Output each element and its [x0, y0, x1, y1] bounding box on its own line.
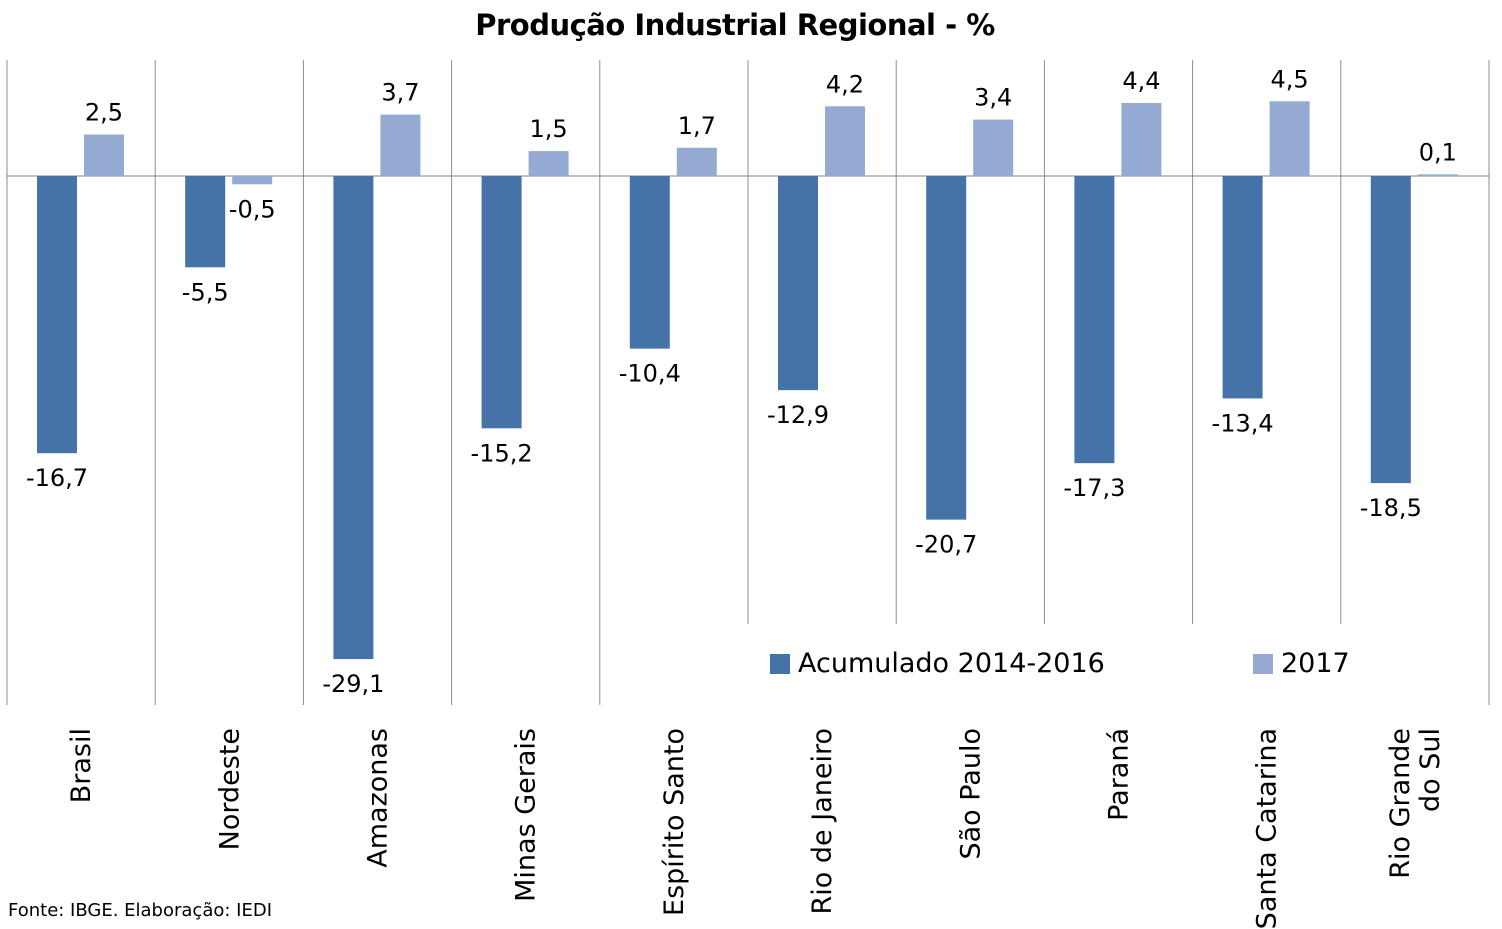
- bar-2017-7: [1121, 102, 1162, 176]
- bar-acumulado-6: [926, 176, 967, 520]
- data-label-acumulado-3: -15,2: [471, 439, 533, 467]
- bar-acumulado-7: [1074, 176, 1115, 464]
- category-label-line: Rio de Janeiro: [807, 728, 838, 914]
- category-label-8: Santa Catarina: [1252, 728, 1283, 929]
- data-label-acumulado-4: -10,4: [619, 360, 681, 388]
- data-label-2017-1: -0,5: [229, 195, 276, 223]
- bar-2017-2: [380, 114, 421, 176]
- legend-swatch-series-1: [770, 653, 790, 674]
- bar-acumulado-1: [185, 176, 226, 268]
- category-label-9: Rio Grande do Sul: [1385, 728, 1446, 879]
- bar-acumulado-0: [37, 176, 77, 454]
- legend-label-series-2: 2017: [1281, 648, 1350, 679]
- category-label-line: São Paulo: [955, 728, 986, 860]
- data-label-acumulado-9: -18,5: [1360, 494, 1422, 522]
- data-label-2017-8: 4,5: [1271, 65, 1309, 93]
- category-label-3: Minas Gerais: [511, 728, 542, 902]
- bar-acumulado-2: [333, 176, 374, 660]
- bar-acumulado-9: [1370, 176, 1411, 484]
- category-label-1: Nordeste: [214, 728, 245, 850]
- category-label-7: Paraná: [1104, 728, 1135, 821]
- category-label-line: do Sul: [1415, 728, 1446, 812]
- data-label-2017-4: 1,7: [678, 112, 716, 140]
- category-label-line: Brasil: [66, 728, 97, 803]
- bar-acumulado-5: [778, 176, 818, 391]
- category-label-4: Espírito Santo: [659, 728, 690, 916]
- category-label-5: Rio de Janeiro: [807, 728, 838, 914]
- bar-2017-0: [84, 134, 124, 176]
- data-label-2017-0: 2,5: [85, 99, 123, 127]
- data-label-2017-6: 3,4: [974, 84, 1012, 112]
- data-label-2017-9: 0,1: [1419, 138, 1457, 166]
- category-labels: Brasil Nordeste Amazonas Minas Gerais Espíri…: [66, 728, 1446, 929]
- category-label-2: Amazonas: [363, 728, 394, 868]
- data-label-2017-2: 3,7: [381, 79, 419, 107]
- data-label-2017-5: 4,2: [826, 70, 864, 98]
- bar-acumulado-3: [481, 176, 522, 429]
- category-label-line: Nordeste: [214, 728, 245, 850]
- category-separators: [6, 60, 1490, 705]
- value-labels: -16,7 -5,5 -29,1 -15,2 -10,4 -12,9 -20,7 -17,3 -…: [26, 65, 1457, 698]
- category-label-line: Paraná: [1104, 728, 1135, 821]
- bar-2017-1: [232, 176, 273, 185]
- source-note: Fonte: IBGE. Elaboração: IEDI: [8, 900, 273, 921]
- category-label-line: Espírito Santo: [659, 728, 690, 916]
- category-label-line: Rio Grande: [1385, 728, 1416, 879]
- data-label-2017-3: 1,5: [530, 115, 568, 143]
- chart-title: Produção Industrial Regional - %: [475, 8, 995, 42]
- bar-acumulado-8: [1222, 176, 1263, 399]
- data-label-acumulado-5: -12,9: [767, 401, 829, 429]
- bar-acumulado-4: [629, 176, 670, 349]
- data-label-acumulado-8: -13,4: [1212, 409, 1274, 437]
- bar-2017-5: [825, 106, 865, 176]
- category-label-6: São Paulo: [955, 728, 986, 860]
- bar-2017-4: [676, 147, 717, 176]
- legend-item-series-1: Acumulado 2014-2016: [770, 648, 1105, 679]
- bar-2017-6: [973, 119, 1014, 176]
- bar-2017-3: [528, 151, 569, 176]
- category-label-line: Santa Catarina: [1252, 728, 1283, 929]
- bars: [37, 101, 1458, 660]
- category-label-line: Minas Gerais: [511, 728, 542, 902]
- legend-item-series-2: 2017: [1253, 648, 1350, 679]
- legend-swatch-series-2: [1253, 653, 1273, 674]
- category-label-line: Amazonas: [363, 728, 394, 868]
- data-label-2017-7: 4,4: [1122, 67, 1160, 95]
- legend-label-series-1: Acumulado 2014-2016: [798, 648, 1105, 679]
- bar-2017-8: [1269, 101, 1310, 176]
- data-label-acumulado-7: -17,3: [1063, 474, 1125, 502]
- data-label-acumulado-0: -16,7: [26, 464, 88, 492]
- bar-2017-9: [1417, 174, 1458, 176]
- category-label-0: Brasil: [66, 728, 97, 803]
- data-label-acumulado-1: -5,5: [182, 278, 229, 306]
- data-label-acumulado-2: -29,1: [322, 670, 384, 698]
- data-label-acumulado-6: -20,7: [915, 531, 977, 559]
